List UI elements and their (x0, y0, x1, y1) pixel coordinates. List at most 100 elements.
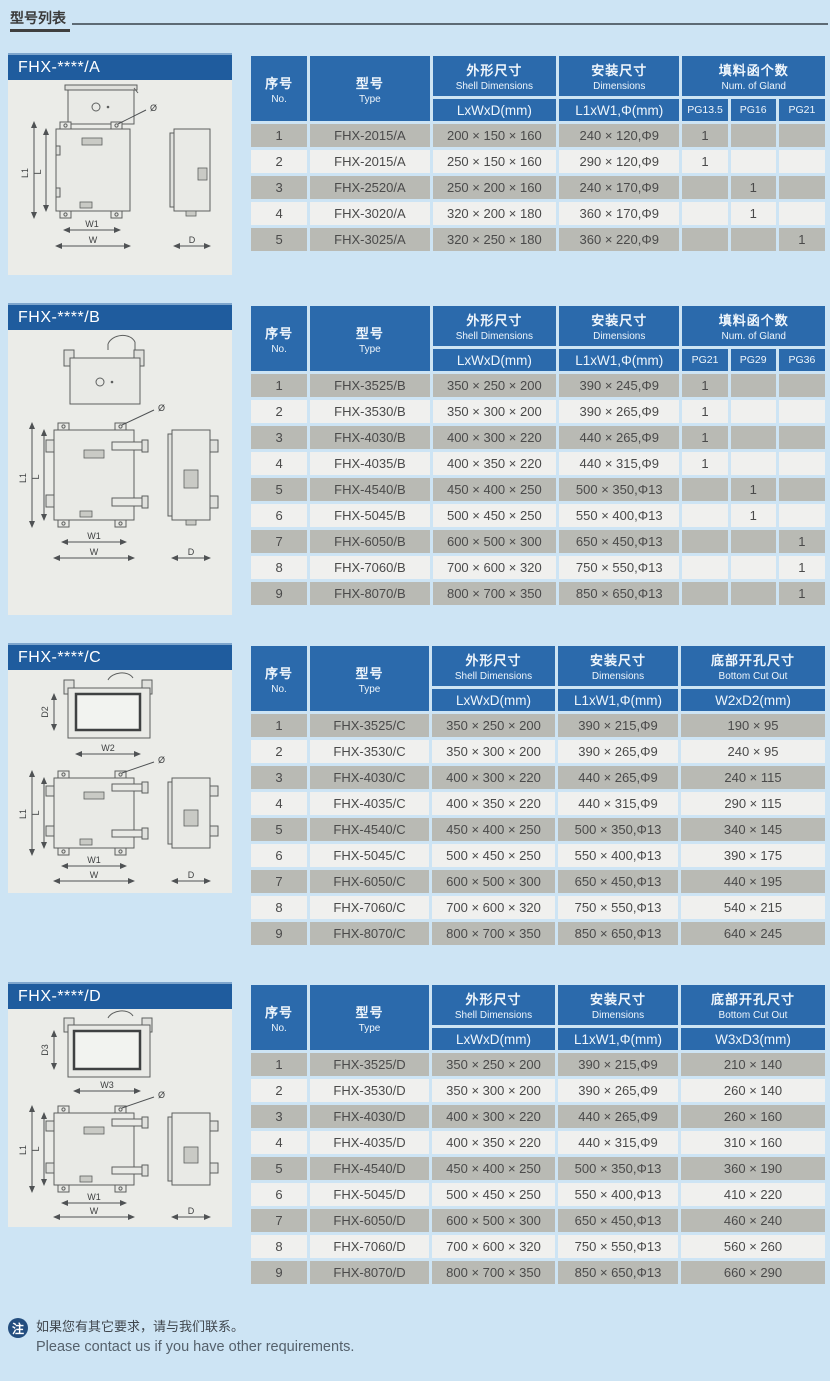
table-cell: 410 × 220 (681, 1183, 825, 1206)
col-subheader-pg3: PG21 (778, 99, 825, 121)
enclosure-a-drawing: L1 L W1 W Ø (20, 84, 211, 249)
table-cell: 2 (251, 1079, 307, 1102)
table-row: 5 FHX-4540/B 450 × 400 × 250 500 × 350,Φ13 1 (251, 478, 825, 501)
col-header-no: 序号 No. (251, 646, 307, 711)
table-cell: 4 (251, 452, 308, 475)
table-cell: FHX-3530/C (310, 740, 429, 763)
table-cell: FHX-3525/B (310, 374, 430, 397)
dim-label-l1: L1 (20, 168, 30, 178)
table-cell: 800 × 700 × 350 (432, 582, 557, 605)
dim-label-l1: L1 (18, 809, 28, 819)
table-cell: 390 × 265,Φ9 (558, 740, 678, 763)
table-cell: FHX-8070/C (310, 922, 429, 945)
table-row: 2 FHX-2015/A 250 × 150 × 160 290 × 120,Φ9 1 (251, 150, 825, 173)
table-cell: 550 × 400,Φ13 (558, 1183, 678, 1206)
top-view: D2 W2 (40, 672, 153, 757)
col-header-shell: 外形尺寸 Shell Dimensions (432, 985, 555, 1025)
panel-a-header: FHX-****/A (8, 53, 232, 80)
table-cell: 440 × 265,Φ9 (558, 1105, 678, 1128)
dim-label-d: D (188, 547, 195, 557)
dim-label-l: L (31, 810, 41, 815)
table-cell: 360 × 220,Φ9 (559, 228, 680, 251)
section-c: FHX-****/C D2 (8, 643, 830, 948)
table-cell: 3 (251, 766, 307, 789)
table-cell: 1 (730, 176, 776, 199)
col-subheader-pg2: PG29 (730, 349, 776, 371)
panel-d: FHX-****/D D3 (8, 982, 232, 1227)
col-subheader-shell: LxWxD(mm) (432, 689, 555, 711)
enclosure-d-drawing: D3 W3 (18, 1010, 219, 1220)
table-cell: 850 × 650,Φ13 (559, 582, 680, 605)
col-header-install: 安装尺寸 Dimensions (558, 985, 678, 1025)
table-cell: 1 (778, 530, 825, 553)
table-cell: 1 (778, 228, 825, 251)
panel-d-header: FHX-****/D (8, 982, 232, 1009)
col-subheader-shell: LxWxD(mm) (432, 349, 557, 371)
dim-label-w: W (90, 547, 99, 557)
dim-label-w1: W1 (87, 855, 101, 865)
table-row: 6 FHX-5045/D 500 × 450 × 250 550 × 400,Φ13 4… (251, 1183, 825, 1206)
table-row: 1 FHX-2015/A 200 × 150 × 160 240 × 120,Φ9 1 (251, 124, 825, 147)
table-cell: 650 × 450,Φ13 (559, 530, 680, 553)
table-cell: FHX-2015/A (310, 150, 430, 173)
table-cell: 260 × 140 (681, 1079, 825, 1102)
table-cell: 5 (251, 478, 308, 501)
table-cell (682, 530, 728, 553)
table-cell: 440 × 265,Φ9 (559, 426, 680, 449)
table-cell: 390 × 265,Φ9 (559, 400, 680, 423)
side-view: D (167, 777, 219, 884)
table-row: 3 FHX-2520/A 250 × 200 × 160 240 × 170,Φ9 1 (251, 176, 825, 199)
table-cell (778, 426, 825, 449)
table-row: 9 FHX-8070/D 800 × 700 × 350 850 × 650,Φ13 6… (251, 1261, 825, 1284)
table-cell (778, 202, 825, 225)
table-cell: 750 × 550,Φ13 (558, 896, 678, 919)
table-cell: 250 × 200 × 160 (432, 176, 557, 199)
table-cell: 440 × 315,Φ9 (558, 1131, 678, 1154)
col-header-no: 序号 No. (251, 56, 308, 121)
dim-label-l: L (31, 474, 41, 479)
table-cell: 350 × 300 × 200 (432, 400, 557, 423)
table-cell: FHX-6050/B (310, 530, 430, 553)
table-cell: 9 (251, 582, 308, 605)
table-cell: FHX-8070/B (310, 582, 430, 605)
table-cell: 700 × 600 × 320 (432, 1235, 555, 1258)
table-row: 2 FHX-3530/D 350 × 300 × 200 390 × 265,Φ9 26… (251, 1079, 825, 1102)
table-cell: 5 (251, 1157, 307, 1180)
table-cell: 8 (251, 556, 308, 579)
table-cell: 750 × 550,Φ13 (558, 1235, 678, 1258)
table-cell: 600 × 500 × 300 (432, 1209, 555, 1232)
table-cell: FHX-3525/C (310, 714, 429, 737)
table-cell: 4 (251, 1131, 307, 1154)
table-cell: FHX-3530/B (310, 400, 430, 423)
top-view: D3 W3 (40, 1010, 153, 1094)
table-cell: 7 (251, 870, 307, 893)
col-subheader-cutout: W3xD3(mm) (681, 1028, 825, 1050)
col-header-no: 序号 No. (251, 985, 307, 1050)
table-cell: 400 × 300 × 220 (432, 766, 555, 789)
table-cell (682, 202, 728, 225)
table-cell: 8 (251, 896, 307, 919)
table-cell: 240 × 170,Φ9 (559, 176, 680, 199)
table-cell (778, 124, 825, 147)
title-row: 型号列表 (10, 10, 828, 32)
table-cell: FHX-3025/A (310, 228, 430, 251)
table-cell: FHX-3020/A (310, 202, 430, 225)
section-a: FHX-****/A (8, 53, 830, 275)
table-cell: 650 × 450,Φ13 (558, 870, 678, 893)
table-cell (730, 124, 776, 147)
table-cell: 290 × 120,Φ9 (559, 150, 680, 173)
col-header-install: 安装尺寸 Dimensions (558, 646, 678, 686)
table-cell: 5 (251, 818, 307, 841)
col-header-gland: 填料函个数 Num. of Gland (682, 56, 825, 96)
table-cell: 9 (251, 922, 307, 945)
col-subheader-install: L1xW1,Φ(mm) (559, 349, 680, 371)
table-cell: 240 × 115 (681, 766, 825, 789)
note-text: 如果您有其它要求，请与我们联系。 Please contact us if yo… (36, 1317, 354, 1358)
table-cell: 440 × 265,Φ9 (558, 766, 678, 789)
table-cell: 360 × 190 (681, 1157, 825, 1180)
table-cell: 800 × 700 × 350 (432, 922, 555, 945)
table-cell: 4 (251, 202, 308, 225)
table-cell: FHX-4030/C (310, 766, 429, 789)
table-cell: 550 × 400,Φ13 (559, 504, 680, 527)
table-cell: 350 × 250 × 200 (432, 714, 555, 737)
